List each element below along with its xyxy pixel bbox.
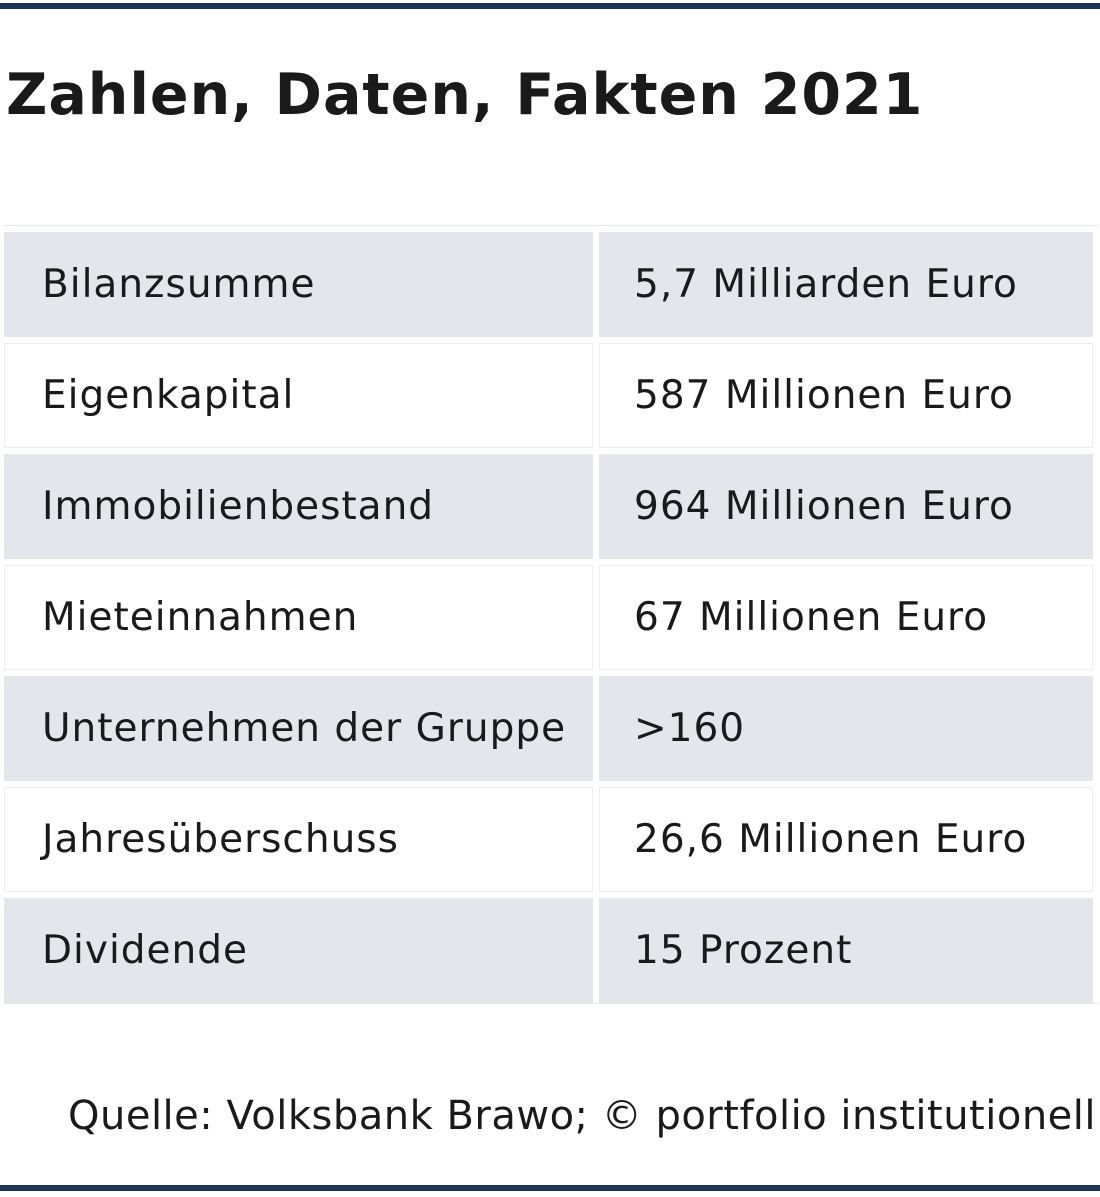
table-row: Jahresüberschuss 26,6 Millionen Euro [4,787,1098,892]
table-row: Dividende 15 Prozent [4,898,1098,1004]
row-label: Mieteinnahmen [4,565,593,670]
row-label: Dividende [4,898,593,1003]
table-row: Bilanzsumme 5,7 Milliarden Euro [4,232,1098,337]
table-row: Mieteinnahmen 67 Millionen Euro [4,565,1098,670]
row-value: 15 Prozent [599,898,1093,1003]
row-label: Unternehmen der Gruppe [4,676,593,781]
source-note: Quelle: Volksbank Brawo; © portfolio ins… [68,1093,1096,1139]
row-value: 5,7 Milliarden Euro [599,232,1093,337]
table-row: Eigenkapital 587 Millionen Euro [4,343,1098,448]
row-label: Eigenkapital [4,343,593,448]
row-label: Immobilienbestand [4,454,593,559]
facts-table: Bilanzsumme 5,7 Milliarden Euro Eigenkap… [4,225,1098,1004]
top-rule [0,3,1100,9]
page-title: Zahlen, Daten, Fakten 2021 [6,62,924,128]
bottom-rule [0,1185,1100,1191]
row-value: 26,6 Millionen Euro [599,787,1093,892]
table-row: Immobilienbestand 964 Millionen Euro [4,454,1098,559]
row-value: 67 Millionen Euro [599,565,1093,670]
row-label: Jahresüberschuss [4,787,593,892]
table-row: Unternehmen der Gruppe >160 [4,676,1098,781]
row-value: >160 [599,676,1093,781]
row-label: Bilanzsumme [4,232,593,337]
row-value: 964 Millionen Euro [599,454,1093,559]
row-value: 587 Millionen Euro [599,343,1093,448]
